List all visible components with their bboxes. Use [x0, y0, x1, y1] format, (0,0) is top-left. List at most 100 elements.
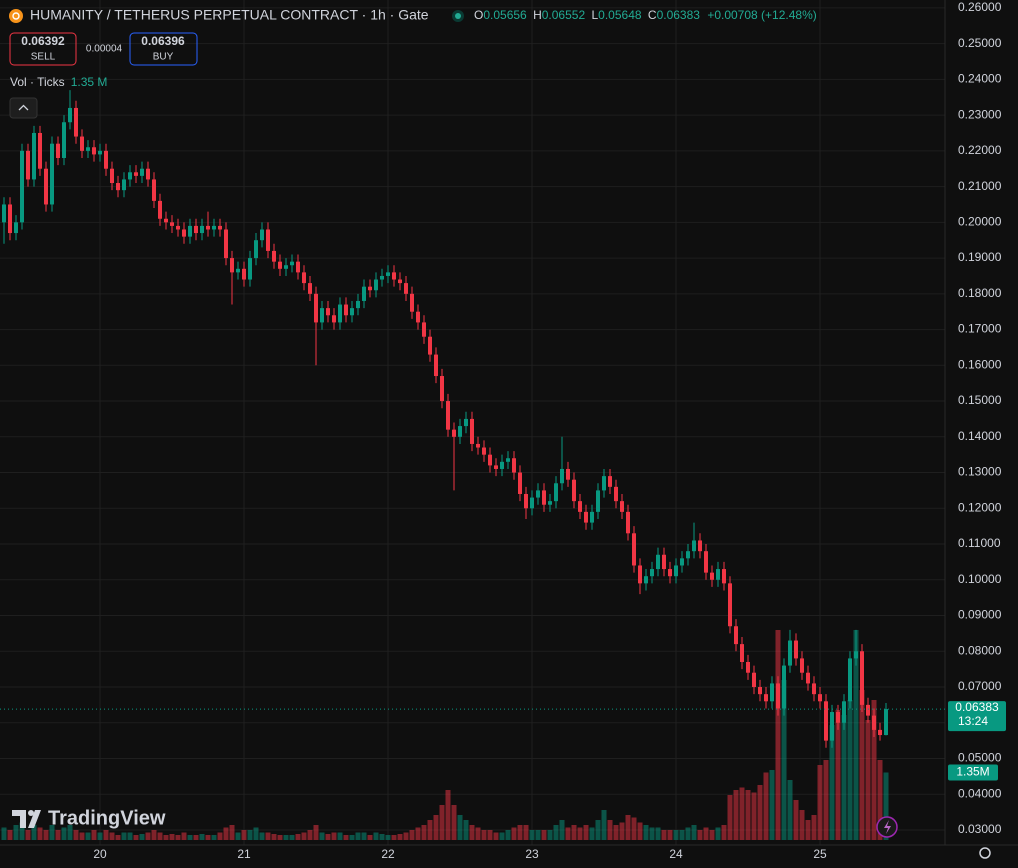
candle-body — [176, 225, 180, 230]
candle-body — [728, 583, 732, 627]
volume-bar — [139, 834, 145, 840]
volume-bar — [121, 832, 127, 840]
buy-button[interactable] — [129, 32, 198, 66]
candle-body — [434, 354, 438, 377]
candle-body — [734, 626, 738, 645]
candle-body — [758, 687, 762, 695]
logo-dot — [28, 810, 34, 816]
volume-bar — [721, 825, 727, 840]
candle-body — [44, 168, 48, 205]
volume-bar — [757, 785, 763, 840]
volume-bar — [37, 827, 43, 840]
volume-bar — [523, 825, 529, 840]
volume-bar — [793, 800, 799, 840]
candle-body — [104, 150, 108, 169]
y-tick-label: 0.17000 — [958, 322, 1002, 336]
candle-body — [548, 501, 552, 505]
volume-bar — [181, 832, 187, 840]
sell-button[interactable] — [9, 32, 77, 66]
volume-bar — [775, 630, 781, 840]
y-tick-label: 0.25000 — [958, 36, 1002, 50]
volume-bar — [379, 834, 385, 840]
volume-bar — [289, 835, 295, 840]
volume-bar — [25, 830, 31, 840]
candle-body — [680, 558, 684, 566]
volume-bar — [475, 827, 481, 840]
candle-body — [590, 511, 594, 523]
candle-body — [650, 569, 654, 577]
candle-body — [122, 179, 126, 191]
collapse-icon — [18, 104, 29, 111]
y-tick-label: 0.03000 — [958, 822, 1002, 836]
candle-body — [812, 683, 816, 695]
volume-bar — [175, 835, 181, 840]
volume-bar — [595, 820, 601, 840]
y-tick-label: 0.22000 — [958, 143, 1002, 157]
candle-body — [524, 493, 528, 509]
candle-body — [800, 658, 804, 673]
candle-body — [500, 461, 504, 469]
settings-icon[interactable] — [979, 847, 991, 859]
candle-body — [674, 565, 678, 577]
candle-body — [566, 468, 570, 480]
candle-body — [224, 229, 228, 259]
volume-bar — [61, 827, 67, 840]
candle-body — [704, 551, 708, 573]
candle-body — [212, 225, 216, 230]
candle-body — [686, 551, 690, 559]
volume-bar — [877, 760, 883, 840]
volume-legend-value: 1.35 M — [71, 75, 108, 89]
volume-bar — [163, 835, 169, 840]
volume-bar — [457, 815, 463, 840]
candle-body — [236, 268, 240, 273]
candle-body — [560, 468, 564, 484]
price-badge — [948, 701, 1006, 732]
candle-body — [188, 225, 192, 237]
ohlc-label: C — [648, 8, 657, 22]
volume-bar — [625, 815, 631, 840]
volume-bar — [253, 827, 259, 840]
sell-label: SELL — [31, 52, 56, 63]
candle-body — [254, 240, 258, 259]
candle-body — [248, 258, 252, 280]
volume-bar — [505, 830, 511, 840]
collapse-button[interactable] — [9, 97, 38, 119]
volume-badge-value: 1.35M — [956, 765, 989, 779]
volume-bar — [1, 827, 7, 840]
candle-body — [632, 533, 636, 566]
candle-body — [506, 458, 510, 462]
candle-body — [110, 168, 114, 184]
volume-bar — [835, 710, 841, 840]
volume-bar — [115, 835, 121, 840]
candle-body — [392, 272, 396, 280]
volume-bar — [697, 830, 703, 840]
ohlc-value: 0.05656 — [483, 8, 527, 22]
candle-body — [230, 258, 234, 273]
volume-bar — [631, 817, 637, 840]
volume-bar — [637, 822, 643, 840]
candle-body — [200, 225, 204, 234]
candle-body — [326, 308, 330, 316]
candle-body — [404, 283, 408, 294]
candle-body — [374, 279, 378, 291]
volume-bar — [337, 832, 343, 840]
volume-bar — [433, 815, 439, 840]
candle-body — [146, 168, 150, 180]
volume-bar — [229, 825, 235, 840]
volume-bar — [745, 790, 751, 840]
volume-bar — [427, 820, 433, 840]
candle-body — [578, 501, 582, 512]
candle-body — [2, 204, 6, 223]
candle-body — [818, 694, 822, 702]
candle-body — [170, 222, 174, 226]
candle-body — [284, 265, 288, 269]
candle-body — [860, 651, 864, 705]
volume-bar — [799, 810, 805, 840]
y-tick-label: 0.04000 — [958, 786, 1002, 800]
y-tick-label: 0.12000 — [958, 500, 1002, 514]
ohlc-value: 0.06552 — [542, 8, 586, 22]
volume-bar — [787, 780, 793, 840]
buy-label: BUY — [153, 52, 174, 63]
